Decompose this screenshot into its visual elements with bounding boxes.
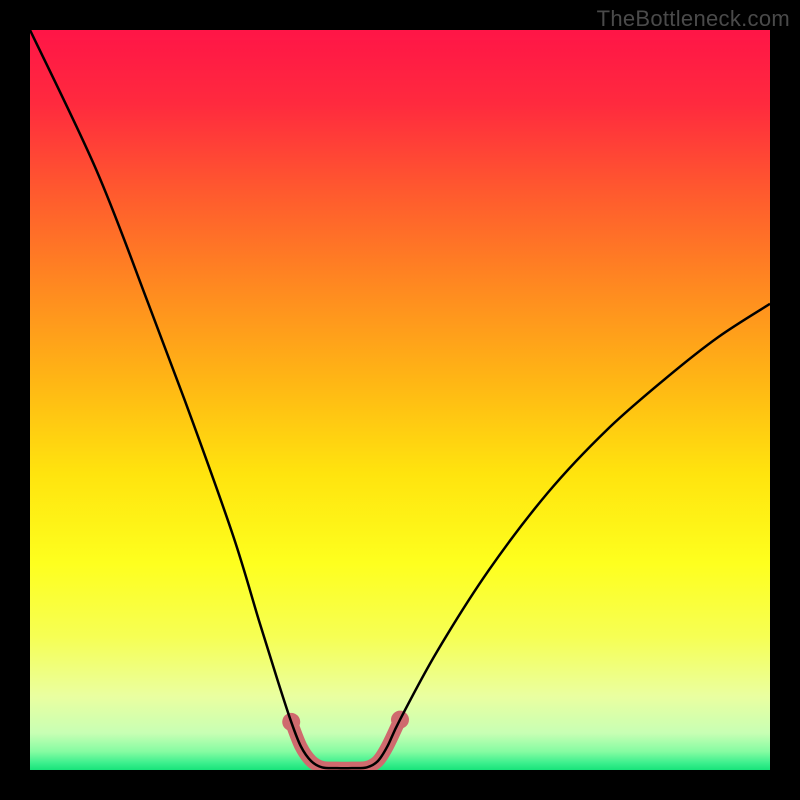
watermark-text: TheBottleneck.com	[597, 6, 790, 32]
bottleneck-chart	[0, 0, 800, 800]
chart-stage: TheBottleneck.com	[0, 0, 800, 800]
plot-background	[30, 30, 770, 770]
